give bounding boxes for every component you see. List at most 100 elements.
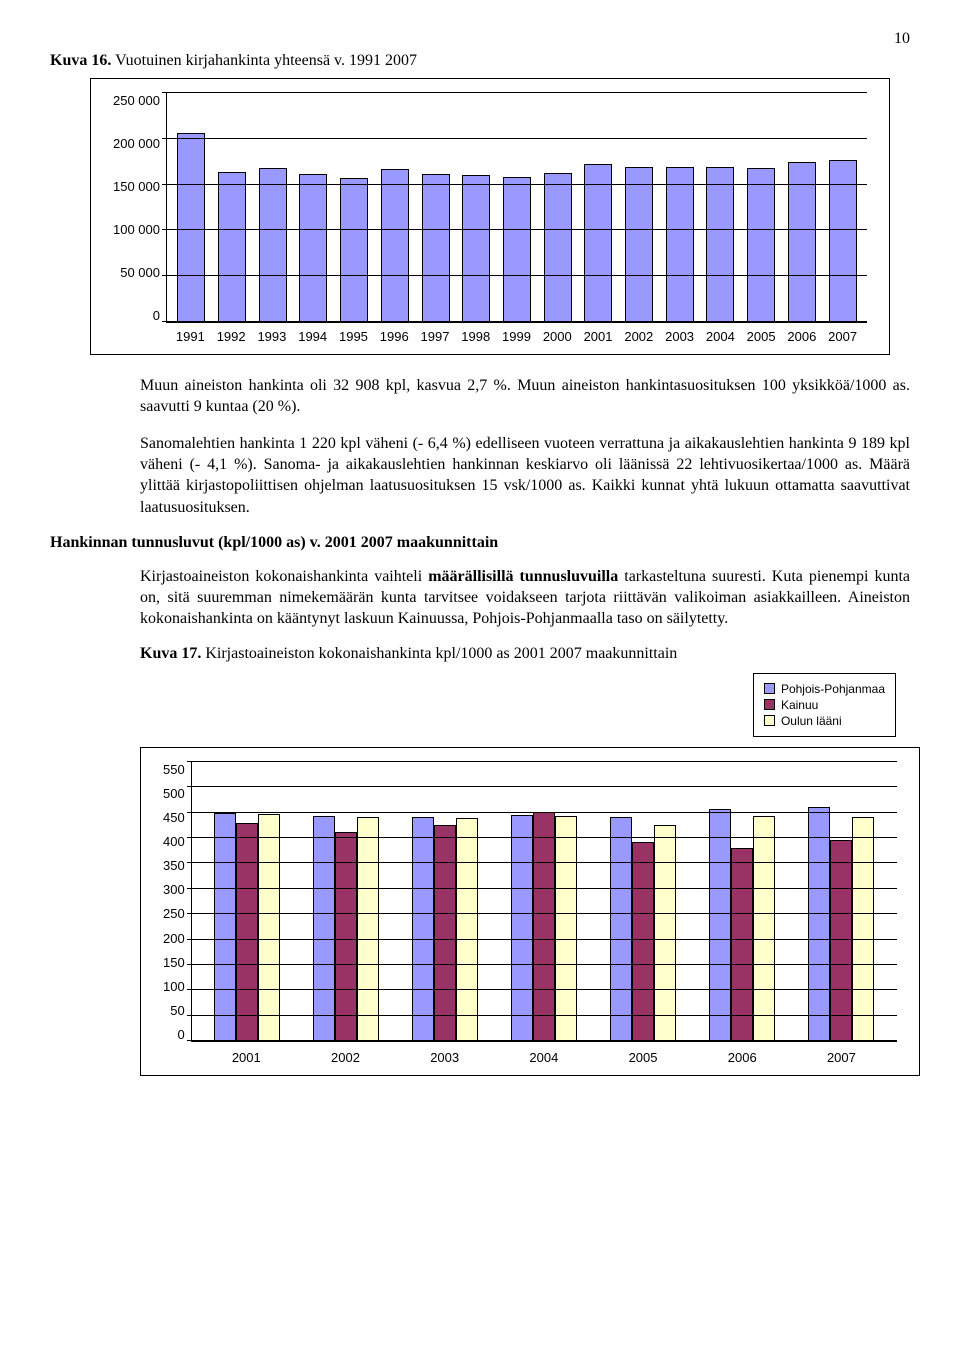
bar (654, 825, 676, 1041)
y-tick-label: 400 (163, 834, 185, 849)
legend-swatch (764, 699, 775, 710)
fig17-title: Kirjastoaineiston kokonaishankinta kpl/1… (205, 645, 677, 662)
x-tick-label: 2004 (494, 1050, 593, 1065)
fig16-chart: 250 000200 000150 000100 00050 0000 1991… (90, 78, 890, 355)
gridline (167, 138, 867, 139)
y-tick (187, 1015, 192, 1016)
y-tick-label: 500 (163, 786, 185, 801)
bar-group (511, 812, 577, 1041)
section-title: Hankinnan tunnusluvut (kpl/1000 as) v. 2… (50, 534, 910, 552)
gridline (192, 989, 897, 990)
x-tick-label: 2007 (792, 1050, 891, 1065)
gridline (192, 786, 897, 787)
legend-swatch (764, 683, 775, 694)
x-tick-label: 1995 (333, 329, 374, 344)
y-tick-label: 0 (177, 1027, 184, 1042)
y-tick-label: 300 (163, 882, 185, 897)
bar (236, 823, 258, 1041)
fig16-title-line: Kuva 16. Vuotuinen kirjahankinta yhteens… (50, 52, 910, 70)
y-tick-label: 550 (163, 762, 185, 777)
fig16-title: Vuotuinen kirjahankinta yhteensä v. 1991… (115, 52, 417, 69)
y-tick (187, 888, 192, 889)
fig17-legend: Pohjois-PohjanmaaKainuuOulun lääni (753, 673, 896, 737)
gridline (192, 837, 897, 838)
fig17-chart: 550500450400350300250200150100500 200120… (140, 747, 920, 1076)
gridline (192, 862, 897, 863)
y-tick (162, 229, 167, 230)
bar (503, 177, 531, 322)
legend-swatch (764, 715, 775, 726)
y-tick (187, 862, 192, 863)
bar (412, 817, 434, 1041)
x-tick-label: 2004 (700, 329, 741, 344)
legend-row: Pohjois-Pohjanmaa (764, 682, 885, 696)
gridline (192, 1040, 897, 1041)
gridline (167, 275, 867, 276)
bar (666, 167, 694, 322)
bar (335, 832, 357, 1041)
bar (313, 816, 335, 1041)
fig17-title-line: Kuva 17. Kirjastoaineiston kokonaishanki… (140, 645, 910, 663)
bar (753, 816, 775, 1041)
fig16-y-axis: 250 000200 000150 000100 00050 0000 (113, 93, 166, 323)
bar (830, 840, 852, 1041)
bar-group (808, 807, 874, 1041)
bar (218, 172, 246, 322)
legend-label: Pohjois-Pohjanmaa (781, 682, 885, 696)
bar (731, 848, 753, 1041)
bar (462, 175, 490, 322)
bar (177, 133, 205, 322)
x-tick-label: 2006 (781, 329, 822, 344)
bar (381, 169, 409, 322)
y-tick-label: 100 000 (113, 222, 160, 237)
bar (299, 174, 327, 322)
fig16-bars (167, 93, 867, 322)
bar (852, 817, 874, 1041)
x-tick-label: 2001 (197, 1050, 296, 1065)
y-tick-label: 0 (153, 308, 160, 323)
bar-group (214, 813, 280, 1041)
bar (555, 816, 577, 1041)
gridline (192, 939, 897, 940)
x-tick-label: 1993 (252, 329, 293, 344)
x-tick-label: 2006 (693, 1050, 792, 1065)
x-tick-label: 1997 (415, 329, 456, 344)
fig16-x-axis: 1991199219931994199519961997199819992000… (166, 329, 867, 344)
y-tick (162, 184, 167, 185)
bar (706, 167, 734, 322)
y-tick (162, 321, 167, 322)
bar (422, 174, 450, 322)
x-tick-label: 2000 (537, 329, 578, 344)
x-tick-label: 1999 (496, 329, 537, 344)
y-tick (162, 275, 167, 276)
y-tick-label: 250 (163, 906, 185, 921)
bar (258, 814, 280, 1041)
bar-group (610, 817, 676, 1041)
x-tick-label: 2002 (296, 1050, 395, 1065)
x-tick-label: 2003 (395, 1050, 494, 1065)
x-tick-label: 2005 (593, 1050, 692, 1065)
bar (533, 812, 555, 1041)
bar (625, 167, 653, 322)
bar (808, 807, 830, 1041)
y-tick (187, 761, 192, 762)
x-tick-label: 1998 (455, 329, 496, 344)
y-tick-label: 200 000 (113, 136, 160, 151)
paragraph-1: Muun aineiston hankinta oli 32 908 kpl, … (140, 375, 910, 417)
fig17-label: Kuva 17. (140, 645, 201, 662)
x-tick-label: 1994 (292, 329, 333, 344)
gridline (192, 913, 897, 914)
gridline (167, 92, 867, 93)
y-tick (187, 837, 192, 838)
bar-group (412, 817, 478, 1041)
x-tick-label: 1996 (374, 329, 415, 344)
x-tick-label: 2007 (822, 329, 863, 344)
bar (434, 825, 456, 1041)
bar (788, 162, 816, 322)
gridline (192, 888, 897, 889)
gridline (167, 229, 867, 230)
fig17-x-axis: 2001200220032004200520062007 (191, 1050, 897, 1065)
legend-row: Oulun lääni (764, 714, 885, 728)
y-tick (187, 989, 192, 990)
x-tick-label: 2005 (741, 329, 782, 344)
